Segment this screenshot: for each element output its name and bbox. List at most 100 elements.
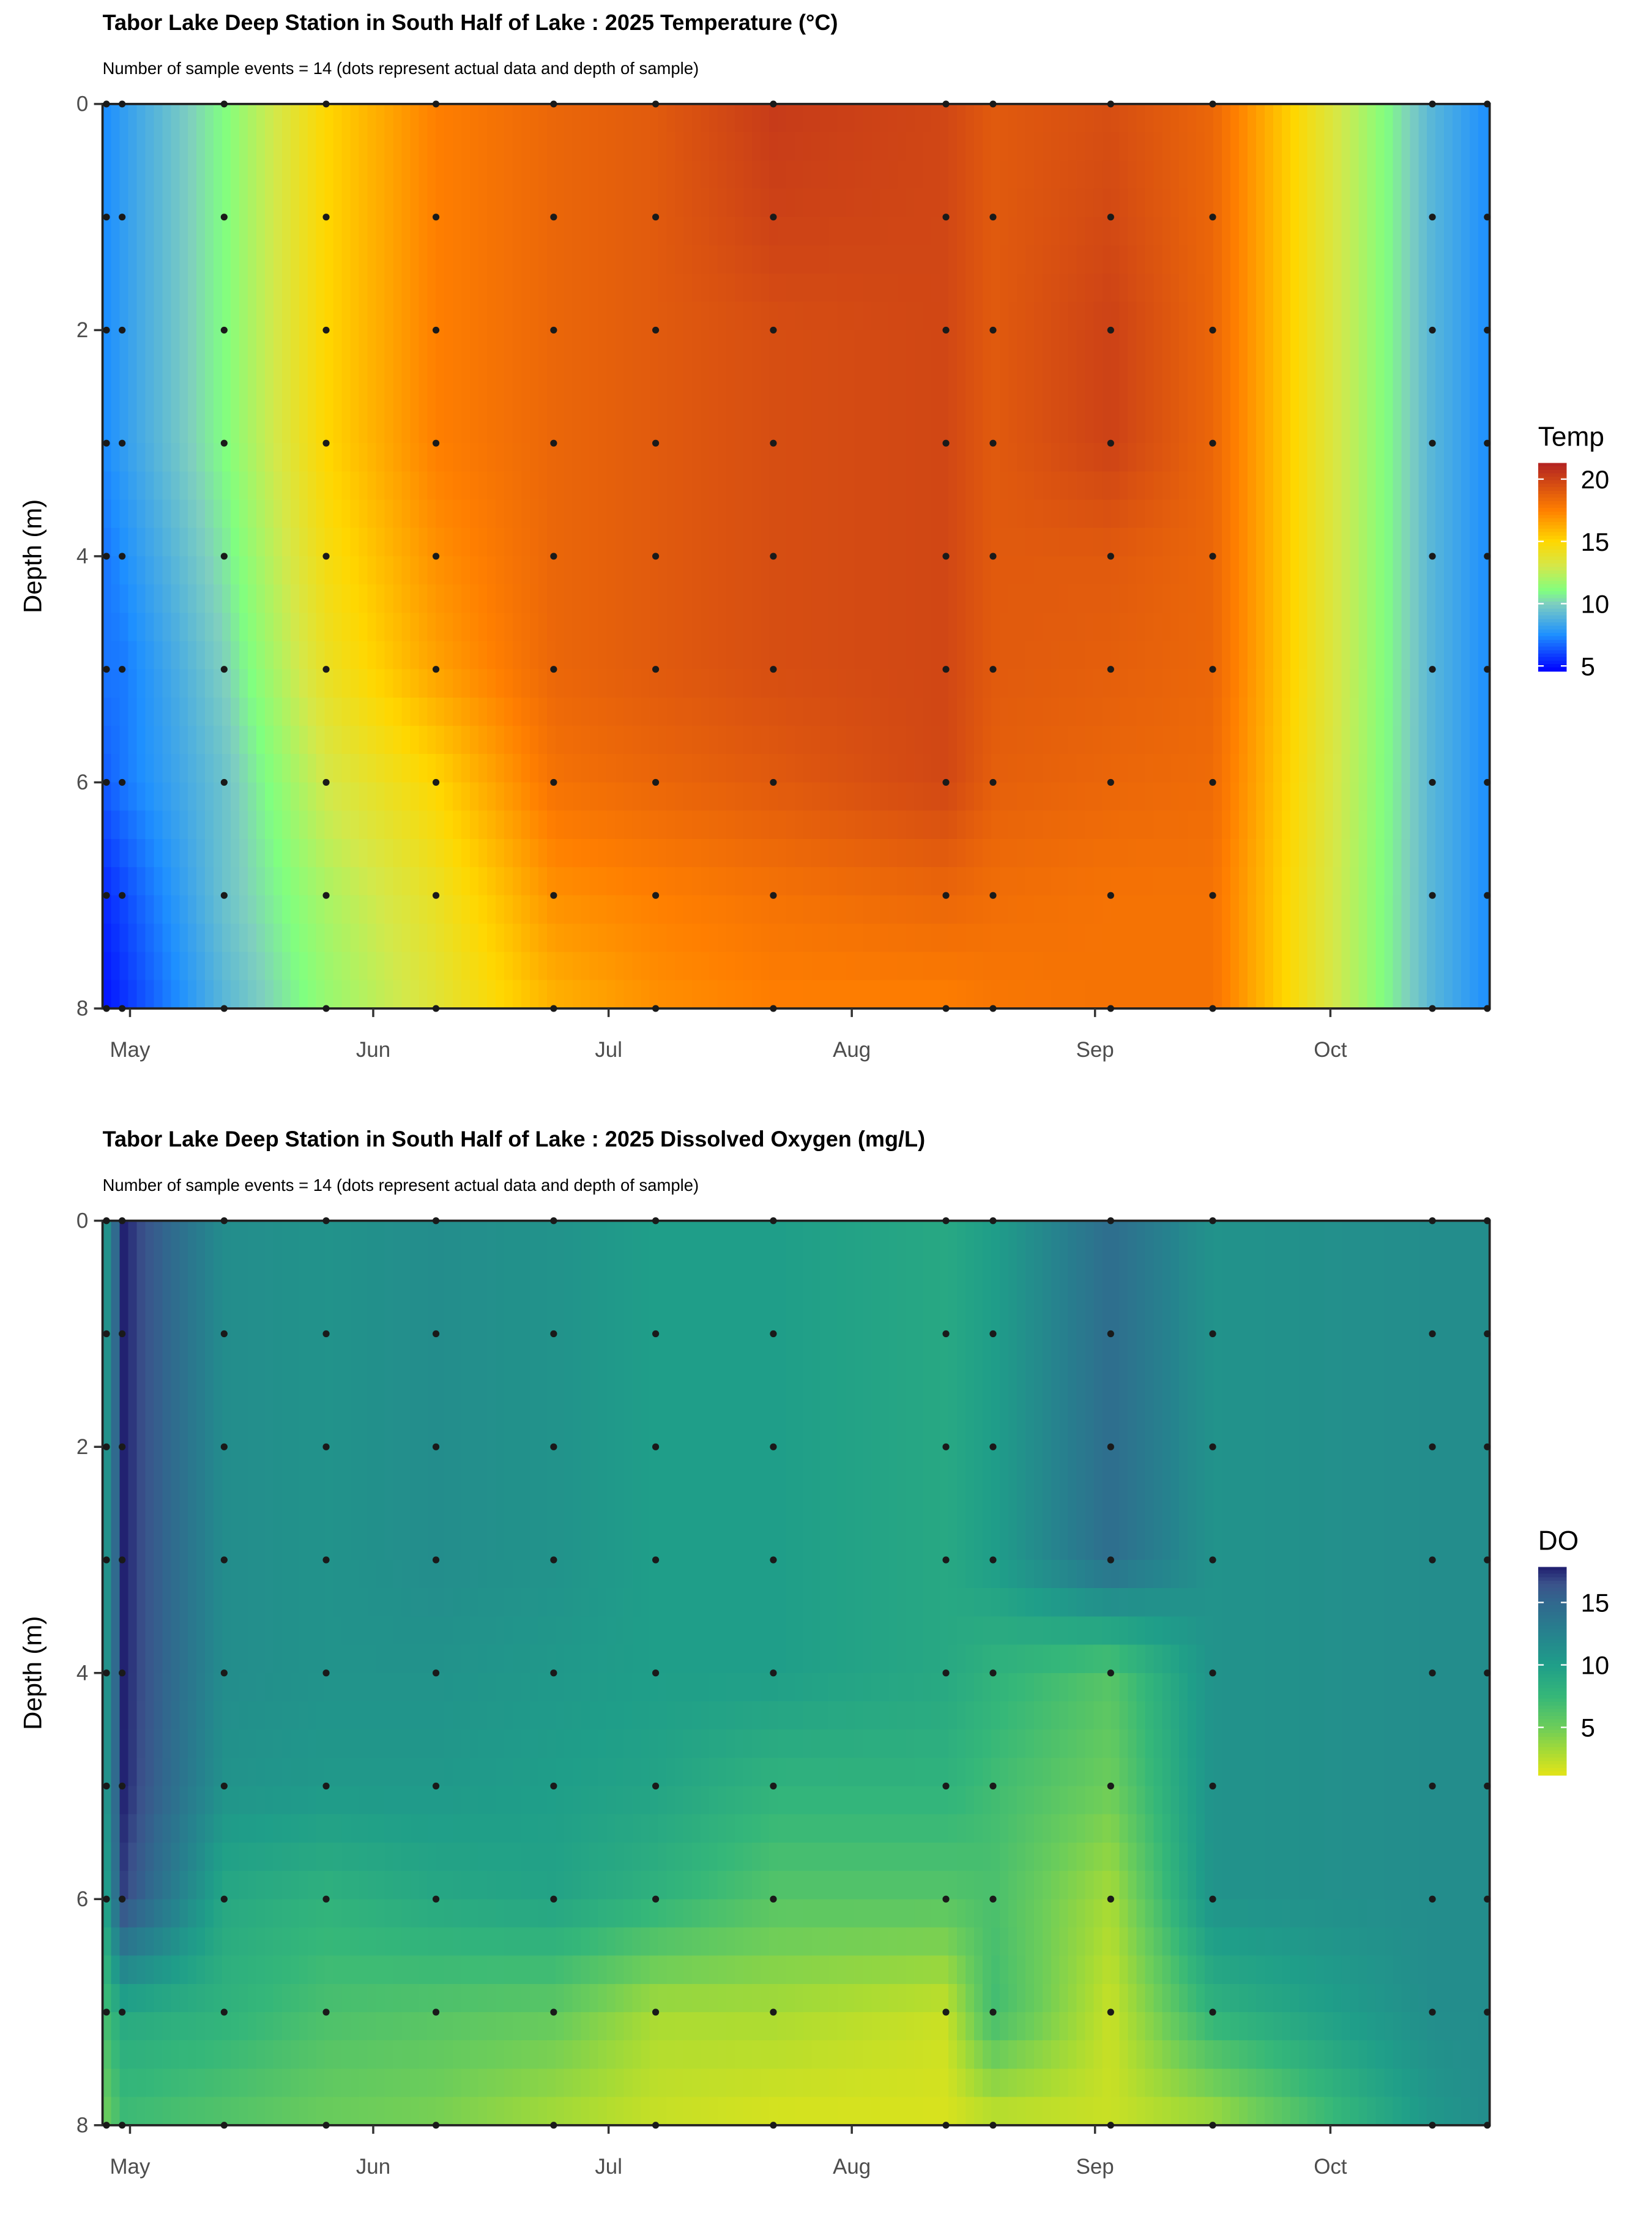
heatmap-cell [1393, 697, 1402, 727]
heatmap-cell [188, 584, 198, 614]
heatmap-cell [974, 358, 984, 388]
heatmap-cell [888, 867, 898, 897]
heatmap-cell [811, 330, 822, 360]
heatmap-cell [683, 274, 693, 303]
heatmap-cell [290, 471, 300, 501]
heatmap-cell [111, 274, 121, 303]
heatmap-cell [1145, 782, 1155, 812]
heatmap-cell [735, 669, 745, 699]
heatmap-cell [1102, 245, 1112, 275]
heatmap-cell [828, 245, 839, 275]
heatmap-cell [222, 103, 232, 133]
heatmap-cell [1358, 867, 1368, 897]
heatmap-cell [692, 132, 702, 162]
heatmap-cell [726, 528, 736, 558]
heatmap-cell [444, 386, 454, 416]
heatmap-cell [675, 923, 685, 953]
heatmap-cell [1281, 613, 1292, 642]
heatmap-cell [1273, 952, 1283, 982]
heatmap-cell [128, 867, 138, 897]
heatmap-cell [1162, 471, 1172, 501]
heatmap-cell [726, 726, 736, 755]
heatmap-cell [837, 443, 847, 472]
heatmap-cell [1179, 132, 1189, 162]
heatmap-cell [1051, 697, 1061, 727]
heatmap-cell [623, 895, 633, 925]
heatmap-cell [1375, 132, 1385, 162]
heatmap-cell [410, 160, 420, 190]
heatmap-cell [154, 697, 163, 727]
heatmap-cell [453, 188, 463, 218]
heatmap-cell [1205, 895, 1215, 925]
heatmap-cell [658, 810, 668, 840]
heatmap-cell [453, 160, 463, 190]
heatmap-cell [623, 867, 633, 897]
heatmap-cell [931, 641, 941, 671]
heatmap-cell [136, 245, 146, 275]
heatmap-cell [649, 584, 659, 614]
heatmap-cell [393, 358, 403, 388]
heatmap-cell [854, 754, 864, 783]
heatmap-cell [410, 443, 420, 472]
heatmap-cell [897, 867, 907, 897]
heatmap-cell [632, 669, 642, 699]
heatmap-cell [136, 838, 146, 868]
heatmap-cell [1401, 132, 1411, 162]
heatmap-cell [1153, 188, 1163, 218]
heatmap-cell [470, 669, 480, 699]
heatmap-cell [376, 895, 385, 925]
heatmap-cell [1033, 302, 1044, 331]
heatmap-cell [1136, 754, 1146, 783]
heatmap-cell [1111, 895, 1120, 925]
heatmap-cell [538, 838, 548, 868]
heatmap-cell [248, 330, 258, 360]
heatmap-cell [1119, 697, 1129, 727]
heatmap-cell [854, 160, 864, 190]
heatmap-cell [324, 414, 335, 444]
heatmap-cell [504, 103, 514, 133]
heatmap-cell [1033, 810, 1044, 840]
heatmap-cell [136, 895, 146, 925]
heatmap-cell [718, 103, 727, 133]
heatmap-cell [427, 613, 437, 642]
heatmap-cell [1016, 358, 1027, 388]
heatmap-cell [666, 669, 676, 699]
heatmap-cell [145, 414, 155, 444]
heatmap-cell [709, 952, 719, 982]
heatmap-cell [1025, 132, 1035, 162]
heatmap-cell [1188, 443, 1197, 472]
heatmap-cell [393, 754, 403, 783]
heatmap-cell [888, 613, 898, 642]
heatmap-cell [649, 358, 659, 388]
heatmap-cell [239, 471, 249, 501]
heatmap-cell [572, 923, 582, 953]
heatmap-cell [1230, 358, 1240, 388]
heatmap-cell [623, 245, 633, 275]
heatmap-cell [623, 414, 633, 444]
heatmap-cell [1222, 471, 1232, 501]
heatmap-cell [145, 302, 155, 331]
heatmap-cell [461, 245, 471, 275]
heatmap-cell [256, 952, 266, 982]
heatmap-cell [786, 443, 796, 472]
heatmap-cell [786, 782, 796, 812]
heatmap-cell [940, 499, 950, 529]
heatmap-cell [136, 697, 146, 727]
heatmap-cell [1333, 952, 1342, 982]
heatmap-cell [632, 330, 642, 360]
heatmap-cell [1119, 274, 1129, 303]
heatmap-cell [1162, 838, 1172, 868]
heatmap-cell [111, 895, 121, 925]
heatmap-cell [478, 697, 488, 727]
heatmap-cell [239, 613, 249, 642]
heatmap-cell [931, 980, 941, 1010]
heatmap-cell [1341, 838, 1351, 868]
heatmap-cell [196, 471, 206, 501]
heatmap-cell [768, 782, 779, 812]
heatmap-cell [111, 188, 121, 218]
heatmap-cell [1188, 386, 1197, 416]
heatmap-cell [1128, 471, 1137, 501]
heatmap-cell [1136, 867, 1146, 897]
heatmap-cell [1281, 867, 1292, 897]
heatmap-cell [983, 358, 992, 388]
